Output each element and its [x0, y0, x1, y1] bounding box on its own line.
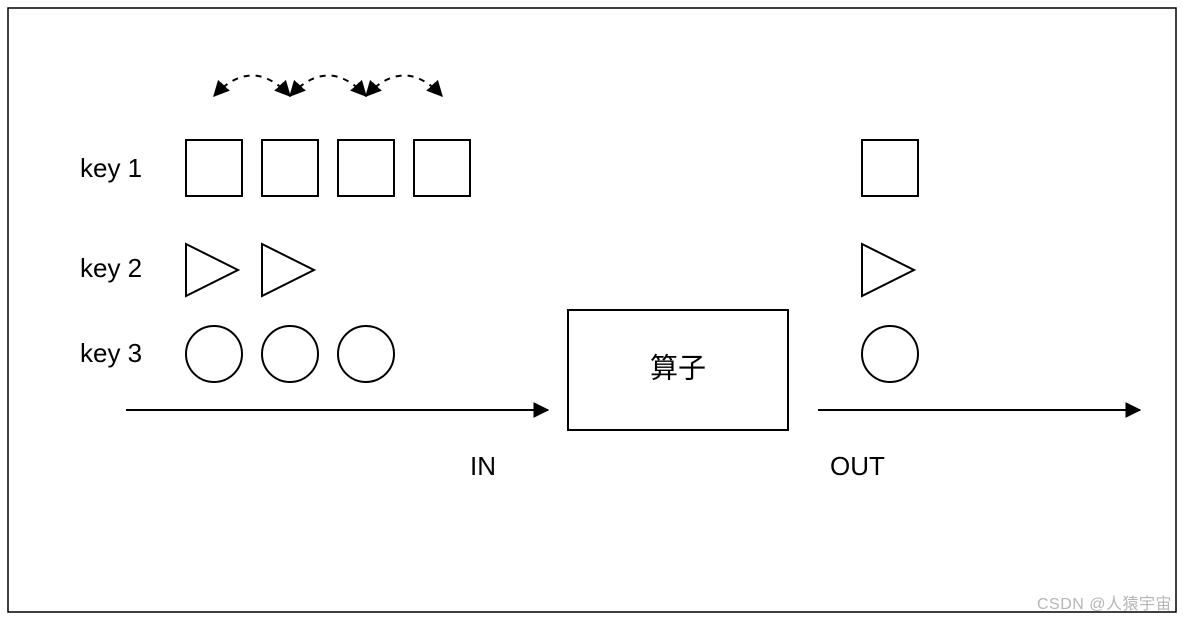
key3-circle-3: [338, 326, 394, 382]
output-triangle: [862, 244, 914, 296]
output-square: [862, 140, 918, 196]
key1-square-3: [338, 140, 394, 196]
key3-label: key 3: [80, 338, 142, 368]
key1-connector-3: [366, 76, 442, 97]
key3-circle-2: [262, 326, 318, 382]
key1-connector-2: [290, 76, 366, 97]
in-label: IN: [470, 451, 496, 481]
key1-square-4: [414, 140, 470, 196]
key2-triangle-2: [262, 244, 314, 296]
operator-label: 算子: [650, 352, 706, 383]
key1-square-1: [186, 140, 242, 196]
out-label: OUT: [830, 451, 885, 481]
key2-label: key 2: [80, 253, 142, 283]
output-circle: [862, 326, 918, 382]
key3-circle-1: [186, 326, 242, 382]
key1-square-2: [262, 140, 318, 196]
key2-triangle-1: [186, 244, 238, 296]
key1-connector-1: [214, 76, 290, 97]
key1-label: key 1: [80, 153, 142, 183]
